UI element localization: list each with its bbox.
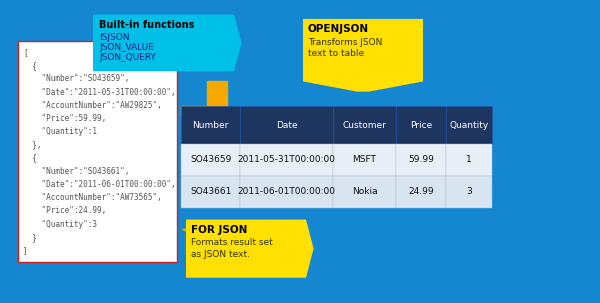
Polygon shape <box>198 82 236 208</box>
Text: JSON_VALUE: JSON_VALUE <box>99 43 154 52</box>
FancyBboxPatch shape <box>240 144 333 176</box>
Text: FOR JSON: FOR JSON <box>191 225 247 235</box>
Polygon shape <box>181 105 217 115</box>
FancyBboxPatch shape <box>333 106 396 144</box>
Text: text to table: text to table <box>308 49 364 58</box>
FancyBboxPatch shape <box>181 106 240 144</box>
FancyBboxPatch shape <box>396 106 446 144</box>
Polygon shape <box>186 220 314 278</box>
Text: Built-in functions: Built-in functions <box>99 20 194 30</box>
Text: Formats result set: Formats result set <box>191 238 272 248</box>
Text: Date: Date <box>275 121 298 130</box>
FancyBboxPatch shape <box>333 144 396 176</box>
Text: Number: Number <box>193 121 229 130</box>
FancyBboxPatch shape <box>446 176 492 208</box>
Text: Transforms JSON: Transforms JSON <box>308 38 382 47</box>
Polygon shape <box>303 19 423 92</box>
Polygon shape <box>93 15 242 71</box>
FancyBboxPatch shape <box>396 176 446 208</box>
Text: 1: 1 <box>466 155 472 165</box>
Text: Price: Price <box>410 121 432 130</box>
FancyBboxPatch shape <box>333 176 396 208</box>
Text: JSON_QUERY: JSON_QUERY <box>99 53 156 62</box>
FancyBboxPatch shape <box>181 144 240 176</box>
Text: Nokia: Nokia <box>352 188 377 196</box>
FancyBboxPatch shape <box>18 41 177 262</box>
Text: 24.99: 24.99 <box>408 188 434 196</box>
Text: MSFT: MSFT <box>353 155 376 165</box>
Text: OPENJSON: OPENJSON <box>308 24 369 34</box>
Polygon shape <box>181 221 217 239</box>
Text: 59.99: 59.99 <box>408 155 434 165</box>
Text: 2011-06-01T00:00:00: 2011-06-01T00:00:00 <box>238 188 335 196</box>
Text: 3: 3 <box>466 188 472 196</box>
Text: SO43659: SO43659 <box>190 155 231 165</box>
FancyBboxPatch shape <box>396 144 446 176</box>
FancyBboxPatch shape <box>181 176 240 208</box>
Text: [
  {
    "Number":"SO43659",
    "Date":"2011-05-31T00:00:00",
    "AccountNumb: [ { "Number":"SO43659", "Date":"2011-05-… <box>23 48 175 255</box>
FancyBboxPatch shape <box>240 106 333 144</box>
Text: SO43661: SO43661 <box>190 188 231 196</box>
Polygon shape <box>207 82 227 170</box>
Text: 2011-05-31T00:00:00: 2011-05-31T00:00:00 <box>238 155 335 165</box>
Text: as JSON text.: as JSON text. <box>191 249 250 258</box>
FancyBboxPatch shape <box>446 144 492 176</box>
Text: Customer: Customer <box>343 121 386 130</box>
Text: ISJSON: ISJSON <box>99 32 130 42</box>
FancyBboxPatch shape <box>446 106 492 144</box>
Text: Quantity: Quantity <box>449 121 488 130</box>
FancyBboxPatch shape <box>240 176 333 208</box>
